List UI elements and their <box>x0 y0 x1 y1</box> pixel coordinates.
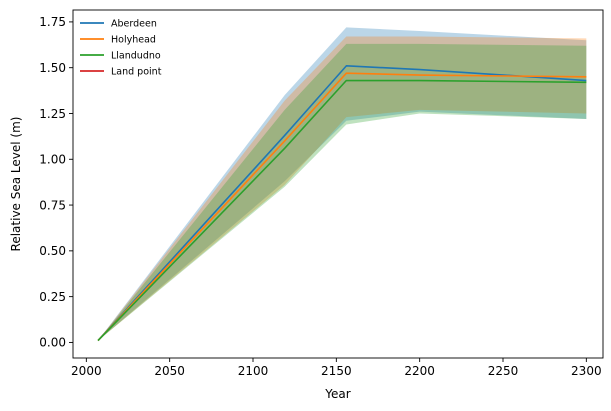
confidence-band-llandudno <box>98 43 587 341</box>
legend-label: Aberdeen <box>111 18 157 29</box>
confidence-band-holyhead <box>98 36 587 341</box>
y-tick-label: 0.75 <box>39 198 66 212</box>
confidence-bands <box>98 27 587 341</box>
series-line-aberdeen <box>97 65 587 342</box>
y-tick-label: 1.00 <box>39 153 66 167</box>
confidence-band-aberdeen <box>98 27 587 341</box>
legend-item-llandudno: Llandudno <box>80 50 161 61</box>
x-tick-label: 2300 <box>571 364 602 378</box>
y-tick-label: 0.50 <box>39 244 66 258</box>
x-axis: 2000 2050 2100 2150 2200 2250 2300 <box>71 358 602 378</box>
x-tick-label: 2100 <box>238 364 269 378</box>
y-axis: 0.00 0.25 0.50 0.75 1.00 1.25 1.50 1.75 <box>39 15 73 350</box>
legend-item-land-point: Land point <box>80 66 162 77</box>
y-tick-label: 1.25 <box>39 107 66 121</box>
series-lines <box>97 65 587 342</box>
y-tick-label: 0.00 <box>39 336 66 350</box>
y-tick-label: 1.50 <box>39 61 66 75</box>
legend-label: Llandudno <box>111 50 161 61</box>
x-tick-label: 2250 <box>488 364 519 378</box>
x-tick-label: 2200 <box>404 364 435 378</box>
legend-label: Land point <box>111 66 162 77</box>
x-tick-label: 2050 <box>154 364 185 378</box>
legend-label: Holyhead <box>111 34 156 45</box>
y-axis-label: Relative Sea Level (m) <box>9 117 23 252</box>
legend-item-aberdeen: Aberdeen <box>80 18 157 29</box>
y-tick-label: 0.25 <box>39 290 66 304</box>
series-line-llandudno <box>97 79 587 342</box>
legend: Aberdeen Holyhead Llandudno Land point <box>80 18 162 77</box>
legend-item-holyhead: Holyhead <box>80 34 156 45</box>
x-tick-label: 2000 <box>71 364 102 378</box>
x-tick-label: 2150 <box>321 364 352 378</box>
y-tick-label: 1.75 <box>39 15 66 29</box>
plot-frame <box>72 9 604 359</box>
x-axis-label: Year <box>324 387 350 401</box>
series-line-holyhead <box>97 72 587 342</box>
